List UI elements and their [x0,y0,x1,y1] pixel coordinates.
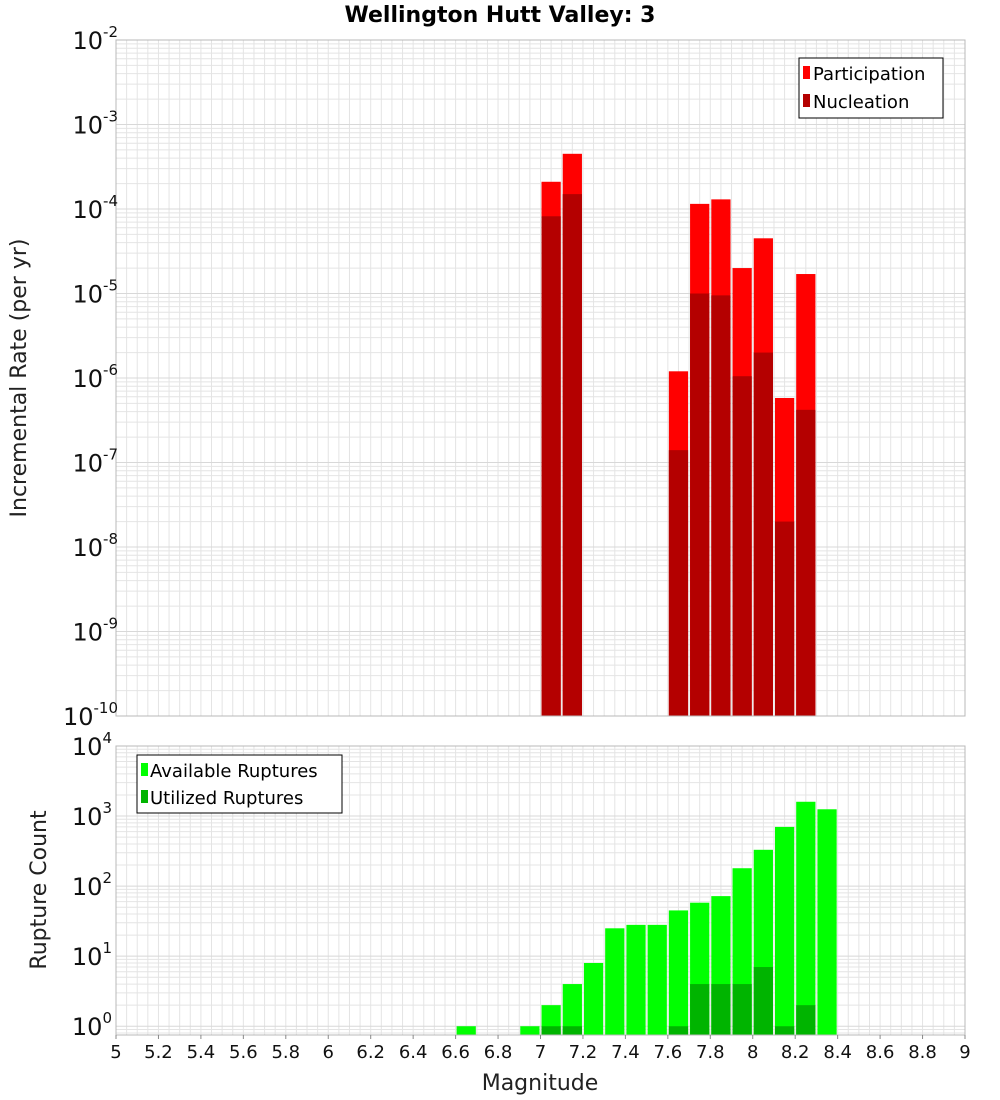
x-tick-label: 7.8 [696,1042,725,1063]
rate-y-tick-label: 10-2 [72,23,118,55]
rate-y-tick-label: 10-9 [72,615,118,647]
count-bar-available [562,984,582,1035]
x-tick-label: 6.2 [356,1042,385,1063]
chart-title: Wellington Hutt Valley: 3 [345,3,656,28]
legend-swatch-nucleation [803,94,810,107]
x-tick-label: 7.6 [654,1042,683,1063]
count-bar-available [626,924,646,1035]
count-y-tick-label: 100 [72,1009,112,1041]
count-bar-available [520,1026,540,1035]
count-bar-available [647,924,667,1035]
count-legend-box [136,754,343,814]
count-bar-available [456,1026,476,1035]
rate-bar-nucleation [541,216,561,717]
rate-plot-frame [115,39,966,717]
count-bar-utilized [796,1005,816,1035]
count-bar-available [817,809,837,1035]
count-bar-utilized [562,1026,582,1035]
count-bar-available [668,910,689,1035]
legend-label-available: Available Ruptures [150,761,318,782]
count-y-tick-label: 103 [72,799,112,831]
count-y-tick-label: 102 [72,869,112,901]
count-bar-utilized [541,1026,561,1035]
x-tick-label: 8 [747,1042,758,1063]
rate-bars [541,153,816,717]
count-bar-utilized [668,1026,689,1035]
count-y-tick-label: 104 [72,729,112,761]
rate-bar-nucleation [668,450,689,716]
rate-bar-nucleation [732,376,752,716]
x-tick-label: 9 [959,1042,970,1063]
x-tick-label: 6.6 [441,1042,470,1063]
x-tick-label: 6.8 [484,1042,513,1063]
rate-bar-nucleation [562,194,582,716]
x-tick-label: 5.4 [187,1042,216,1063]
count-bars [456,801,837,1035]
rate-y-tick-label: 10-6 [72,361,118,393]
rate-y-tick-label: 10-3 [72,108,118,140]
legend-swatch-participation [803,66,810,79]
x-tick-label: 8.8 [908,1042,937,1063]
rate-legend: Participation Nucleation [798,57,944,119]
count-legend: Available Ruptures Utilized Ruptures [136,754,343,814]
count-bar-utilized [753,967,773,1035]
count-bar-available [774,826,795,1035]
rate-bar-nucleation [690,293,710,716]
x-tick-label: 8.2 [781,1042,810,1063]
rate-y-tick-label: 10-10 [63,699,118,731]
x-tick-label: 5.2 [144,1042,173,1063]
x-tick-label: 6 [323,1042,334,1063]
rate-y-tick-label: 10-5 [72,277,118,309]
magnitude-x-ticks: 5 5.2 5.4 5.6 5.8 6 6.2 6.4 6.6 6.8 7 7.2 7.4 7.6 7.8 8… [110,1035,971,1063]
count-bar-utilized [690,984,710,1035]
rate-legend-box [798,57,944,119]
legend-swatch-utilized [141,790,148,803]
x-tick-label: 7 [535,1042,546,1063]
rate-y-axis-label: Incremental Rate (per yr) [7,239,32,518]
x-tick-label: 6.4 [399,1042,428,1063]
rate-y-tick-label: 10-8 [72,530,118,562]
x-tick-label: 5.6 [229,1042,258,1063]
rate-grid [115,39,966,717]
legend-label-participation: Participation [813,64,925,85]
x-axis-label: Magnitude [482,1071,599,1096]
count-y-ticks: 100 101 102 103 104 [72,729,112,1041]
legend-label-nucleation: Nucleation [813,92,909,113]
rate-y-tick-label: 10-7 [72,446,118,478]
count-bar-utilized [711,984,731,1035]
rate-y-ticks: 10-10 10-9 10-8 10-7 10-6 10-5 10-4 10-3 10-2 [63,23,118,731]
x-tick-label: 8.6 [866,1042,895,1063]
legend-swatch-available [141,763,148,776]
x-tick-label: 8.4 [823,1042,852,1063]
x-tick-label: 5 [110,1042,121,1063]
x-tick-label: 5.8 [271,1042,300,1063]
count-bar-utilized [732,984,752,1035]
rate-bar-nucleation [753,352,773,716]
x-tick-label: 7.4 [611,1042,640,1063]
count-y-tick-label: 101 [72,939,112,971]
count-bar-available [605,928,625,1035]
x-tick-label: 7.2 [569,1042,598,1063]
count-bar-available [583,962,604,1035]
rate-bar-nucleation [774,521,795,716]
rate-bar-nucleation [711,295,731,716]
count-bar-available [796,801,816,1035]
count-y-axis-label: Rupture Count [27,810,52,970]
rate-bar-nucleation [796,409,816,716]
count-panel: 100 101 102 103 104 5 5.2 5.4 5.6 5.8 6 6.2 6.4 6.6 6… [27,729,971,1096]
rate-panel: 10-10 10-9 10-8 10-7 10-6 10-5 10-4 10-3 10-2 In… [7,23,966,731]
count-bar-utilized [774,1026,795,1035]
legend-label-utilized: Utilized Ruptures [150,788,303,809]
rate-y-tick-label: 10-4 [72,192,118,224]
